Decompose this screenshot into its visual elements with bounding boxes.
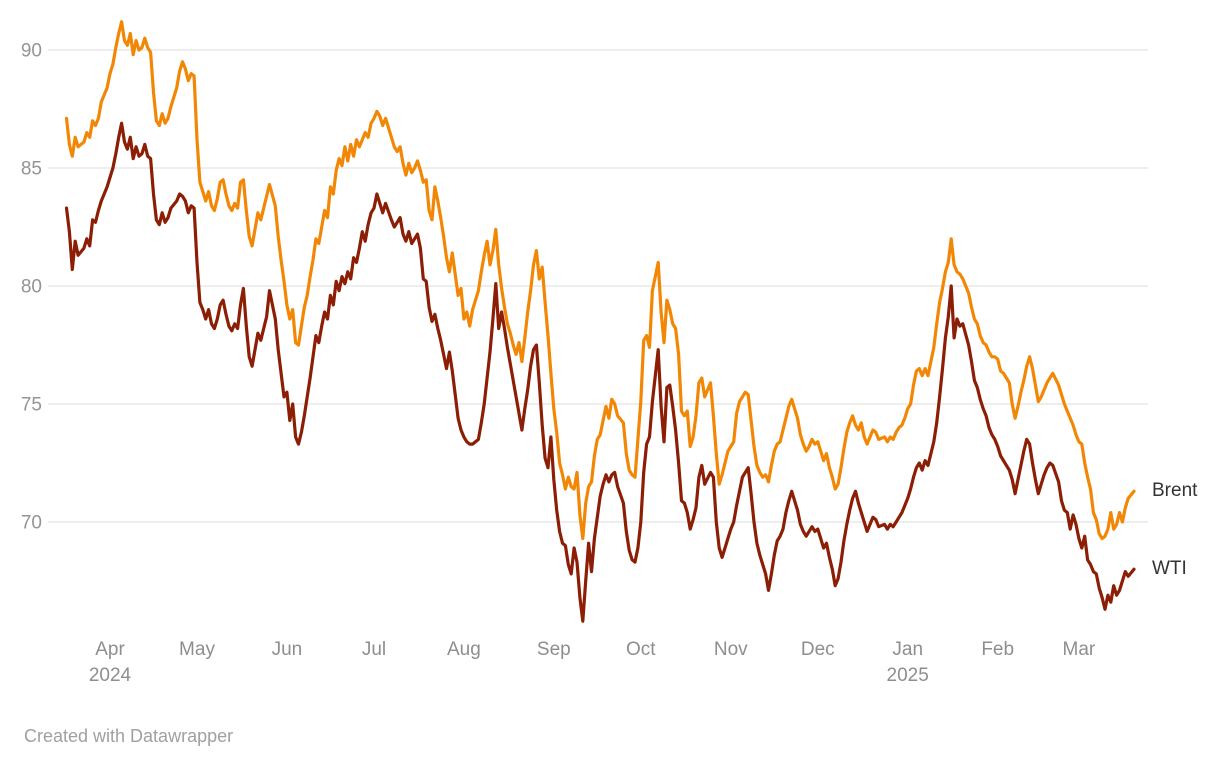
axis-labels: Apr 2024 May Jun Jul Aug Sep Oct Nov Dec Jan 2025 Fe…: [89, 639, 1096, 686]
y-axis-label: 75: [21, 395, 42, 416]
y-axis-label: 70: [21, 513, 42, 534]
gridlines: 70 75 80 85 90: [21, 41, 1148, 534]
wti-line: [64, 121, 1136, 623]
x-axis-label: Feb: [981, 639, 1014, 660]
x-axis-label: Apr: [95, 639, 125, 660]
x-axis-year-label: 2024: [89, 665, 132, 686]
x-axis-label: Jul: [362, 639, 386, 660]
x-axis-label: Jun: [272, 639, 303, 660]
y-axis-label: 90: [21, 41, 42, 62]
datawrapper-credit-link[interactable]: Created with Datawrapper: [24, 726, 234, 746]
x-axis-label: Oct: [626, 639, 656, 660]
x-axis-label: Aug: [447, 639, 481, 660]
x-axis-label: Jan: [892, 639, 923, 660]
y-axis-label: 80: [21, 277, 42, 298]
x-axis-year-label: 2025: [887, 665, 929, 686]
series-label-brent: Brent: [1152, 480, 1198, 502]
x-axis-label: Mar: [1063, 639, 1096, 660]
brent-line: [64, 20, 1136, 541]
series-label-wti: WTI: [1152, 558, 1187, 580]
x-axis-label: Nov: [714, 639, 748, 660]
x-axis-label: May: [179, 639, 215, 660]
y-axis-label: 85: [21, 159, 42, 180]
series-lines: [64, 20, 1136, 623]
x-axis-label: Dec: [801, 639, 835, 660]
x-axis-label: Sep: [537, 639, 571, 660]
